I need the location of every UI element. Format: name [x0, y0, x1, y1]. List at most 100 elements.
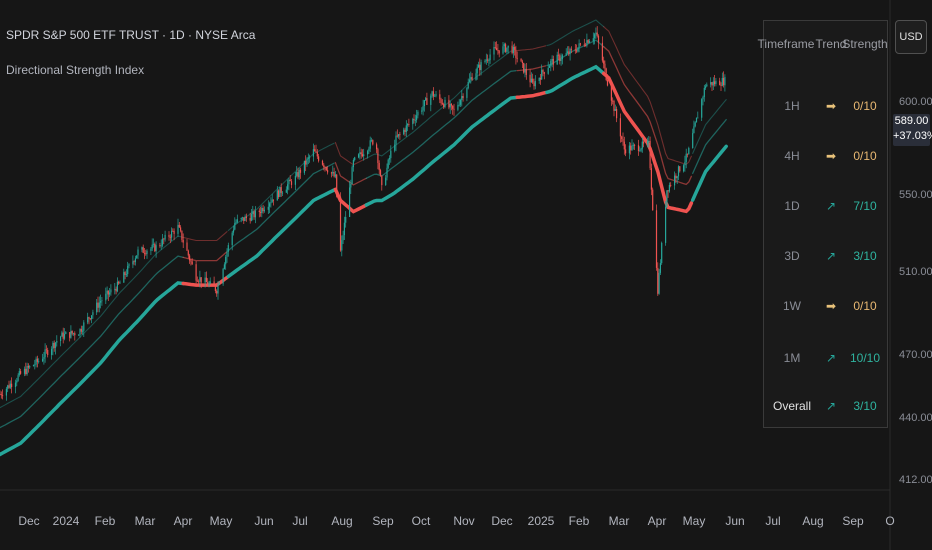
candle-body: [693, 126, 695, 134]
candle-body: [677, 166, 680, 177]
candle-body: [0, 394, 1, 395]
candle-body: [443, 104, 445, 108]
candle-body: [559, 55, 561, 61]
candle-body: [14, 382, 17, 387]
candle-body: [249, 218, 251, 221]
timeframe-row: 4H ➡ 0/10: [764, 149, 887, 169]
candle-body: [475, 73, 477, 80]
candle-body: [54, 342, 57, 348]
candle-body: [53, 342, 55, 348]
candle-body: [385, 177, 387, 186]
candle-body: [150, 248, 152, 251]
candle-body: [325, 167, 327, 170]
candle-body: [621, 136, 623, 139]
row-trend: ↗: [825, 399, 837, 413]
header-trend: Trend: [815, 37, 847, 51]
candle-body: [520, 58, 522, 62]
candle-body: [318, 156, 320, 161]
row-timeframe: 1H: [784, 99, 800, 113]
row-strength: 3/10: [853, 249, 877, 263]
candle-body: [205, 277, 207, 283]
candle-body: [56, 341, 58, 343]
candle-body: [640, 148, 642, 151]
symbol-title[interactable]: SPDR S&P 500 ETF TRUST · 1D · NYSE Arca: [6, 28, 256, 42]
candle-body: [200, 277, 202, 283]
candle-body: [628, 145, 630, 154]
candle-body: [588, 41, 591, 43]
candle-body: [303, 160, 305, 173]
candle-body: [706, 84, 708, 87]
candle-body: [512, 47, 514, 54]
candle-body: [525, 68, 527, 75]
candle-body: [496, 47, 498, 51]
candle-body: [60, 336, 62, 341]
candle-body: [189, 255, 191, 261]
candle-body: [82, 330, 84, 332]
candle-body: [459, 100, 462, 105]
candle-body: [542, 69, 544, 73]
candle-body: [489, 54, 491, 61]
x-tick-label: Jul: [292, 514, 308, 528]
candle-body: [560, 59, 562, 61]
candle-body: [578, 43, 580, 48]
candle-body: [25, 368, 27, 375]
candle-body: [87, 317, 89, 323]
candle-body: [450, 103, 452, 106]
candle-body: [643, 141, 645, 144]
x-tick-label: Aug: [331, 514, 353, 528]
candle-body: [711, 82, 713, 86]
candle-body: [332, 172, 334, 174]
x-tick-label: Dec: [491, 514, 513, 528]
candle-body: [146, 250, 148, 254]
candle-body: [173, 230, 175, 234]
candle-body: [262, 207, 264, 212]
candle-body: [208, 283, 210, 286]
candle-body: [327, 170, 329, 173]
timeframe-row: 3D ↗ 3/10: [764, 249, 887, 269]
candle-body: [378, 163, 380, 171]
candle-body: [523, 62, 525, 73]
candle-body: [231, 232, 233, 246]
candle-body: [421, 110, 423, 112]
candle-body: [5, 388, 7, 396]
candle-body: [181, 230, 183, 240]
candle-body: [511, 45, 513, 54]
candle-body: [258, 210, 260, 212]
candle-body: [136, 255, 138, 259]
candle-body: [141, 247, 143, 250]
candle-body: [479, 64, 481, 71]
currency-button[interactable]: USD: [895, 20, 927, 54]
candle-body: [241, 217, 244, 219]
candle-body: [343, 222, 345, 236]
candle-body: [177, 224, 179, 234]
candle-body: [51, 348, 53, 355]
candle-body: [244, 216, 246, 221]
band_mid-bull: [227, 162, 335, 252]
row-strength: 0/10: [853, 299, 877, 313]
candle-body: [630, 145, 632, 151]
candle-body: [538, 77, 540, 81]
candle-body: [461, 96, 463, 100]
candle-body: [137, 249, 139, 256]
candle-body: [648, 140, 650, 142]
candle-body: [408, 124, 410, 125]
candle-body: [670, 185, 672, 186]
candle-body: [652, 189, 654, 211]
candle-body: [416, 115, 418, 120]
candle-body: [223, 264, 225, 269]
candle-body: [488, 60, 490, 61]
candle-body: [178, 224, 180, 228]
candle-body: [714, 81, 716, 85]
table-header-row: Timeframe Trend Strength: [758, 37, 888, 57]
candle-body: [287, 184, 289, 190]
candle-body: [18, 371, 20, 376]
candle-body: [17, 375, 19, 381]
last-price-tag: 589.00 +37.03%: [893, 114, 932, 146]
candle-body: [272, 199, 274, 201]
candle-body: [387, 159, 389, 168]
candle-body: [96, 302, 98, 313]
candle-body: [70, 330, 72, 338]
indicator-name[interactable]: Directional Strength Index: [6, 63, 145, 77]
candle-body: [529, 74, 531, 83]
